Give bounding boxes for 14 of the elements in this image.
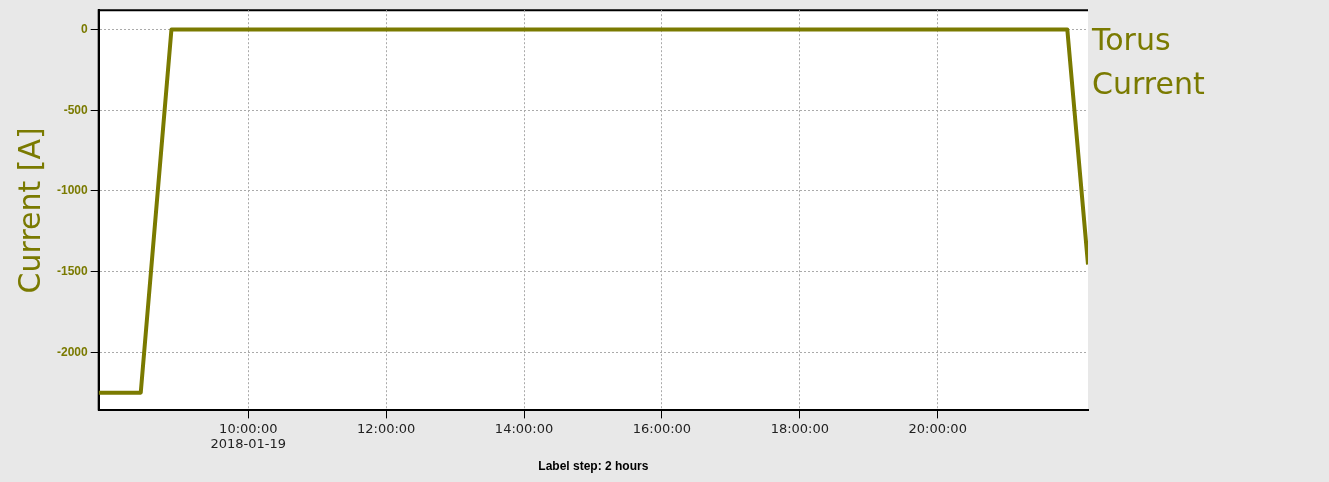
text: Torus Current (1092, 21, 1206, 103)
x-tick-label: 18:00:00 (770, 420, 830, 436)
x-tick-label: 14:00:00 (494, 420, 554, 436)
x-tick-label: 20:00:00 (908, 420, 967, 436)
y-tick-label: -2000 (56, 344, 89, 359)
y-tick-label: 0 (81, 21, 88, 36)
x-tick-label: 16:00:00 (632, 420, 692, 436)
x-tick-label: 10:00:00 2018-01-19 (210, 420, 287, 452)
y-tick-label: -500 (63, 102, 88, 117)
y-tick-label: -1500 (56, 263, 89, 278)
x-tick-label: 12:00:00 (356, 420, 416, 436)
y-axis-title: Current [A] (11, 127, 47, 294)
x-axis-title: Label step: 2 hours (538, 459, 649, 474)
y-tick-label: -1000 (56, 183, 89, 198)
